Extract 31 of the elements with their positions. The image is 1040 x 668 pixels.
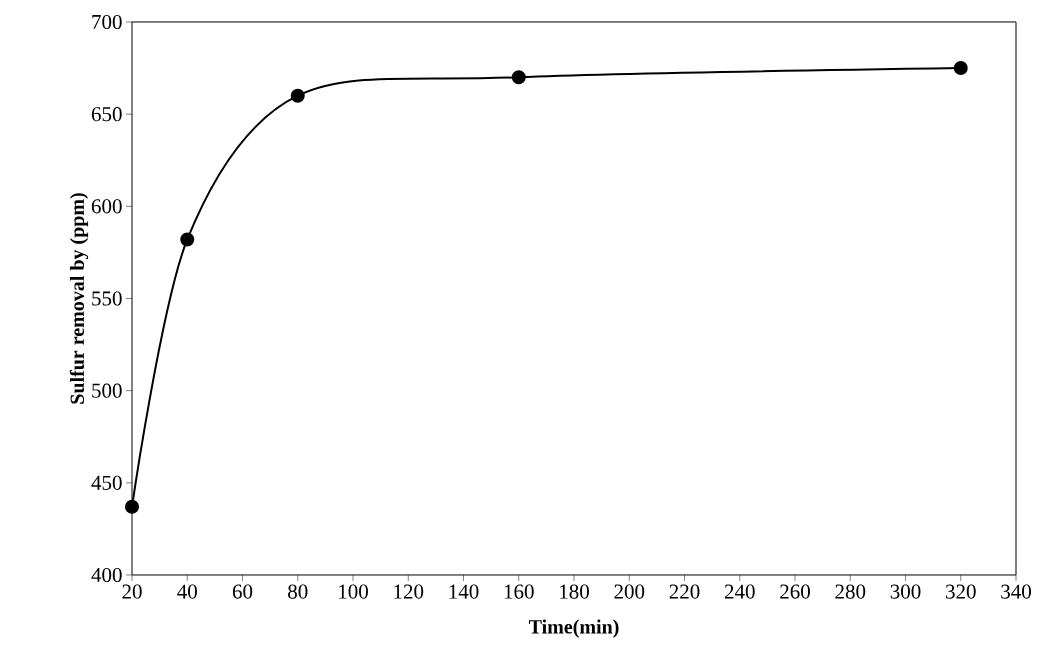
- x-tick-label: 140: [449, 584, 479, 599]
- x-tick-label: 280: [835, 584, 866, 599]
- x-tick-label: 40: [177, 584, 197, 599]
- y-tick-label: 600: [91, 199, 122, 214]
- y-tick-label: 550: [92, 291, 122, 306]
- x-tick-label: 220: [669, 584, 700, 599]
- x-tick-label: 120: [394, 584, 424, 599]
- x-tick-label: 100: [339, 584, 368, 599]
- x-tick-label: 180: [560, 584, 589, 599]
- x-tick-label: 320: [946, 584, 976, 599]
- x-tick-label: 20: [122, 584, 142, 599]
- x-tick-label: 260: [780, 584, 810, 599]
- point: [511, 70, 526, 85]
- y-tick-label: 450: [91, 475, 122, 490]
- x-tick-label: 340: [1001, 584, 1031, 599]
- x-tick-label: 80: [288, 584, 308, 599]
- y-axis-title: Sulfur removal by (ppm): [69, 193, 89, 404]
- point: [180, 232, 195, 247]
- x-tick-label: 240: [724, 584, 755, 599]
- y-tick-label: 700: [92, 14, 122, 30]
- y-tick-label: 500: [92, 383, 122, 398]
- x-axis-title: Time(min): [528, 619, 619, 638]
- y-tick-label: 400: [91, 567, 122, 583]
- point: [953, 61, 968, 76]
- x-tick-label: 200: [614, 584, 645, 599]
- point: [125, 499, 140, 514]
- point: [290, 88, 305, 103]
- x-tick-label: 160: [504, 584, 534, 599]
- y-tick-label: 650: [91, 107, 122, 122]
- x-tick-label: 300: [890, 584, 921, 599]
- x-tick-label: 60: [232, 584, 253, 599]
